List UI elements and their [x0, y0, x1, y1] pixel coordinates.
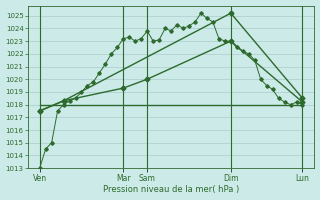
X-axis label: Pression niveau de la mer( hPa ): Pression niveau de la mer( hPa ) — [103, 185, 239, 194]
